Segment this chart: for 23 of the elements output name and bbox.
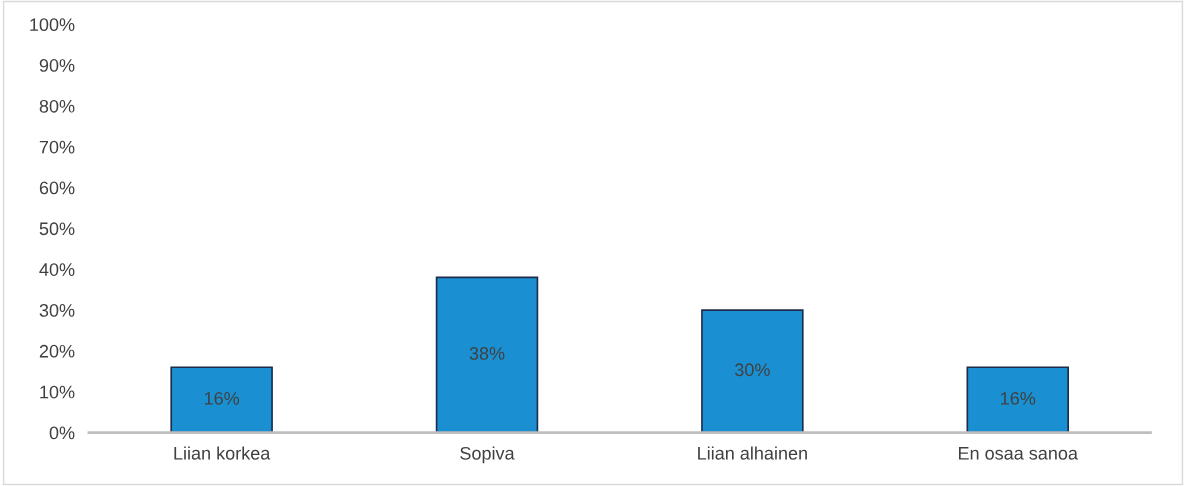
bar xyxy=(170,366,273,433)
y-tick-label: 90% xyxy=(39,59,75,72)
y-tick-label: 0% xyxy=(49,426,75,440)
data-label: 16% xyxy=(1001,391,1036,405)
y-tick-label: 30% xyxy=(39,304,75,317)
y-tick-label: 100% xyxy=(30,18,75,32)
x-tick-label: Liian alhainen xyxy=(698,446,807,460)
data-label: 16% xyxy=(204,391,240,405)
y-tick-label: 50% xyxy=(39,222,75,236)
x-tick-label: En osaa sanoa xyxy=(958,447,1078,460)
x-tick-label: Liian korkea xyxy=(174,446,271,460)
x-tick-label: Sopiva xyxy=(460,446,515,464)
y-tick-label: 60% xyxy=(39,181,75,195)
y-tick-label: 40% xyxy=(39,263,75,276)
y-tick-label: 10% xyxy=(40,385,75,399)
y-tick-label: 70% xyxy=(39,140,75,154)
data-label: 38% xyxy=(469,347,505,360)
bar xyxy=(701,309,804,433)
y-tick-label: 80% xyxy=(39,99,75,113)
data-label: 30% xyxy=(734,363,770,377)
bar xyxy=(966,366,1069,433)
y-tick-label: 20% xyxy=(39,344,75,358)
bar xyxy=(435,276,539,433)
